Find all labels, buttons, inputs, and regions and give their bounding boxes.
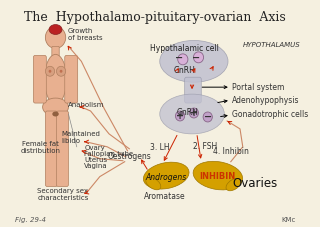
Circle shape	[45, 27, 66, 49]
Text: Oestrogens: Oestrogens	[108, 152, 151, 160]
Text: Maintained
libido: Maintained libido	[61, 131, 100, 144]
Ellipse shape	[160, 95, 224, 134]
Ellipse shape	[44, 55, 67, 105]
Ellipse shape	[49, 25, 62, 35]
Ellipse shape	[226, 179, 241, 191]
Text: Uterus: Uterus	[84, 156, 107, 162]
Ellipse shape	[52, 112, 59, 117]
Text: +: +	[176, 111, 184, 121]
Circle shape	[203, 113, 212, 122]
Ellipse shape	[43, 99, 68, 116]
FancyBboxPatch shape	[45, 111, 57, 187]
Circle shape	[189, 109, 198, 118]
Text: +: +	[190, 108, 198, 118]
Circle shape	[178, 55, 188, 66]
FancyBboxPatch shape	[185, 78, 201, 104]
FancyBboxPatch shape	[56, 111, 68, 187]
Circle shape	[60, 70, 62, 73]
Text: 4. Inhibin: 4. Inhibin	[213, 147, 249, 155]
FancyBboxPatch shape	[33, 56, 46, 104]
Circle shape	[193, 53, 204, 64]
Text: Anabolism: Anabolism	[68, 102, 104, 108]
Text: Fig. 29-4: Fig. 29-4	[15, 216, 46, 222]
Text: Fallopian tube: Fallopian tube	[84, 150, 133, 156]
Text: Ovaries: Ovaries	[232, 176, 277, 189]
Text: Gonadotrophic cells: Gonadotrophic cells	[232, 110, 308, 119]
Ellipse shape	[193, 162, 243, 190]
Text: −: −	[204, 111, 212, 121]
Ellipse shape	[146, 178, 161, 190]
Text: −: −	[192, 52, 200, 62]
FancyBboxPatch shape	[65, 56, 78, 104]
Text: Ovary: Ovary	[84, 144, 105, 150]
Text: Growth
of breasts: Growth of breasts	[68, 28, 102, 41]
Text: Female fat
distribution: Female fat distribution	[21, 141, 61, 154]
Text: Secondary sex
characteristics: Secondary sex characteristics	[37, 187, 89, 200]
Ellipse shape	[143, 163, 189, 189]
Text: Aromatase: Aromatase	[144, 191, 185, 200]
Text: GnRH: GnRH	[177, 107, 198, 116]
Text: KMc: KMc	[281, 216, 295, 222]
Text: The  Hypothalamo-pituitary-ovarian  Axis: The Hypothalamo-pituitary-ovarian Axis	[24, 11, 286, 24]
Text: Vagina: Vagina	[84, 162, 108, 168]
Ellipse shape	[160, 41, 228, 83]
Text: −: −	[175, 53, 183, 63]
Text: Portal system: Portal system	[232, 82, 284, 91]
Circle shape	[45, 67, 55, 77]
Text: HYPOTHALAMUS: HYPOTHALAMUS	[243, 42, 300, 48]
Text: 3. LH: 3. LH	[150, 143, 170, 152]
Text: Adenohypophysis: Adenohypophysis	[232, 95, 299, 104]
Text: 2. FSH: 2. FSH	[193, 142, 217, 151]
FancyBboxPatch shape	[52, 47, 59, 57]
Text: GnRH: GnRH	[174, 65, 196, 74]
Circle shape	[49, 70, 52, 73]
Circle shape	[175, 111, 185, 121]
Text: Hypothalamic cell: Hypothalamic cell	[150, 44, 219, 53]
Text: INHIBIN: INHIBIN	[200, 171, 236, 180]
Text: Androgens: Androgens	[146, 172, 187, 181]
Circle shape	[56, 67, 66, 77]
